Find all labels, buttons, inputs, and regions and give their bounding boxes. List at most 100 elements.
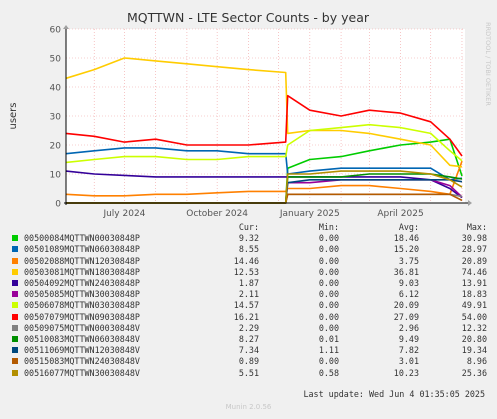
legend-value-max: 74.46 xyxy=(461,266,487,277)
legend-value-max: 12.32 xyxy=(461,322,487,333)
legend-value-cur: 5.51 xyxy=(238,367,259,378)
legend-value-min: 0.00 xyxy=(318,300,339,311)
legend-row: 00507079MQTTWN09030848P 16.21 0.00 27.09 54.… xyxy=(12,312,487,323)
legend-value-min: 0.00 xyxy=(318,322,339,333)
legend-value-avg: 18.46 xyxy=(393,233,419,244)
series-line-00516077mqttwn30030848v xyxy=(66,170,463,204)
legend-value-min: 0.00 xyxy=(318,278,339,289)
x-tick-label: April 2025 xyxy=(377,209,423,219)
y-axis-label: users xyxy=(8,102,19,129)
legend-label: 00509075MQTTWN00030848V xyxy=(24,322,140,333)
series-line-00501089mqttwn06030848p xyxy=(65,147,463,181)
legend-value-avg: 10.23 xyxy=(393,367,419,378)
legend-value-max: 30.98 xyxy=(461,233,487,244)
legend-value-min: 0.00 xyxy=(318,244,339,255)
legend-row: 00501089MQTTWN06030848P 8.55 0.00 15.20 28.9… xyxy=(12,244,487,255)
legend-value-max: 28.97 xyxy=(461,244,487,255)
legend-label: 00506078MQTTWN03030848P xyxy=(24,300,140,311)
legend-swatch xyxy=(12,246,18,253)
legend-label: 00503081MQTTWN18030848P xyxy=(24,266,140,277)
legend-table: Cur: Min: Avg: Max: 00500084MQTTWN000308… xyxy=(12,222,487,379)
y-axis-arrow xyxy=(63,25,69,29)
legend-series-name: 00504092MQTTWN24030848P xyxy=(12,278,195,289)
series-lines xyxy=(65,57,463,204)
legend-series-name: 00503081MQTTWN18030848P xyxy=(12,267,195,278)
legend-label: 00511069MQTTWN12030848V xyxy=(24,345,140,356)
legend-label: 00507079MQTTWN09030848P xyxy=(24,311,140,322)
legend-swatch xyxy=(12,257,18,264)
legend-value-avg: 9.49 xyxy=(398,334,419,345)
rrdtool-side-label: RRDTOOL / TOBI OETIKER xyxy=(484,22,492,106)
x-tick-labels: July 2024 October 2024 January 2025 April 2… xyxy=(102,209,423,219)
legend-value-max: 20.89 xyxy=(461,255,487,266)
legend-value-min: 0.01 xyxy=(318,334,339,345)
legend-series-name: 00501089MQTTWN06030848P xyxy=(12,244,195,255)
legend-value-avg: 3.75 xyxy=(398,255,419,266)
legend-value-avg: 20.09 xyxy=(393,300,419,311)
legend-row: 00504092MQTTWN24030848P 1.87 0.00 9.03 13.91 xyxy=(12,278,487,289)
legend-value-min: 0.58 xyxy=(318,367,339,378)
legend-swatch xyxy=(12,358,18,365)
legend-value-min: 1.11 xyxy=(318,345,339,356)
x-tick-label: October 2024 xyxy=(186,209,248,219)
y-tick-label: 40 xyxy=(50,84,62,94)
legend-value-min: 0.00 xyxy=(318,311,339,322)
legend-header-row: Cur: Min: Avg: Max: xyxy=(12,222,487,233)
legend-value-max: 19.34 xyxy=(461,345,487,356)
legend-value-avg: 36.81 xyxy=(393,266,419,277)
y-tick-label: 30 xyxy=(50,113,62,123)
legend-swatch xyxy=(12,324,18,331)
legend-value-cur: 2.29 xyxy=(238,322,259,333)
y-tick-label: 20 xyxy=(50,142,62,152)
legend-value-cur: 16.21 xyxy=(233,311,259,322)
series-line-00507079mqttwn09030848p xyxy=(65,94,463,157)
chart-title: MQTTWN - LTE Sector Counts - by year xyxy=(127,10,370,25)
legend-row: 00509075MQTTWN00030848V 2.29 0.00 2.96 12.32 xyxy=(12,323,487,334)
y-tick-label: 10 xyxy=(50,171,62,181)
x-tick-label: July 2024 xyxy=(102,209,145,219)
y-tick-label: 60 xyxy=(50,26,62,36)
legend-row: 00502088MQTTWN12030848P 14.46 0.00 3.75 20.8… xyxy=(12,256,487,267)
legend-swatch xyxy=(12,291,18,298)
legend-swatch xyxy=(12,347,18,354)
legend-series-name: 00510083MQTTWN06030848V xyxy=(12,334,195,345)
legend-swatch xyxy=(12,268,18,275)
legend-series-name: 00505085MQTTWN30030848P xyxy=(12,289,195,300)
legend-value-avg: 15.20 xyxy=(393,244,419,255)
legend-value-cur: 14.57 xyxy=(233,300,259,311)
legend-value-max: 49.91 xyxy=(461,300,487,311)
legend-row: 00516077MQTTWN30030848V 5.51 0.58 10.23 25.3… xyxy=(12,368,487,379)
x-axis-arrow xyxy=(468,200,472,206)
legend-series-name: 00511069MQTTWN12030848V xyxy=(12,345,195,356)
legend-row: 00505085MQTTWN30030848P 2.11 0.00 6.12 18.83 xyxy=(12,289,487,300)
legend-header-avg: Avg: xyxy=(398,222,419,232)
legend-value-cur: 12.53 xyxy=(233,266,259,277)
legend-value-max: 13.91 xyxy=(461,278,487,289)
legend-series-name: 00506078MQTTWN03030848P xyxy=(12,300,195,311)
legend-label: 00502088MQTTWN12030848P xyxy=(24,255,140,266)
legend-header-max: Max: xyxy=(466,222,487,232)
legend-series-name: 00515083MQTTWN24030848V xyxy=(12,356,195,367)
legend-value-cur: 1.87 xyxy=(238,278,259,289)
legend-value-min: 0.00 xyxy=(318,266,339,277)
legend-value-cur: 14.46 xyxy=(233,255,259,266)
legend-label: 00501089MQTTWN06030848P xyxy=(24,244,140,255)
legend-value-cur: 2.11 xyxy=(238,289,259,300)
y-tick-label: 0 xyxy=(55,200,61,210)
legend-swatch xyxy=(12,302,18,309)
legend-label: 00510083MQTTWN06030848V xyxy=(24,334,140,345)
legend-value-cur: 7.34 xyxy=(238,345,259,356)
legend-label: 00500084MQTTWN00030848P xyxy=(24,233,140,244)
legend-value-cur: 8.55 xyxy=(238,244,259,255)
legend-swatch xyxy=(12,280,18,287)
legend-value-avg: 27.09 xyxy=(393,311,419,322)
legend-value-min: 0.00 xyxy=(318,255,339,266)
legend-value-min: 0.00 xyxy=(318,289,339,300)
legend-value-avg: 9.03 xyxy=(398,278,419,289)
legend-row: 00506078MQTTWN03030848P 14.57 0.00 20.09 49.… xyxy=(12,300,487,311)
legend-swatch xyxy=(12,369,18,376)
legend-swatch xyxy=(12,313,18,320)
y-tick-label: 50 xyxy=(50,55,62,65)
legend-value-max: 8.96 xyxy=(466,356,487,367)
